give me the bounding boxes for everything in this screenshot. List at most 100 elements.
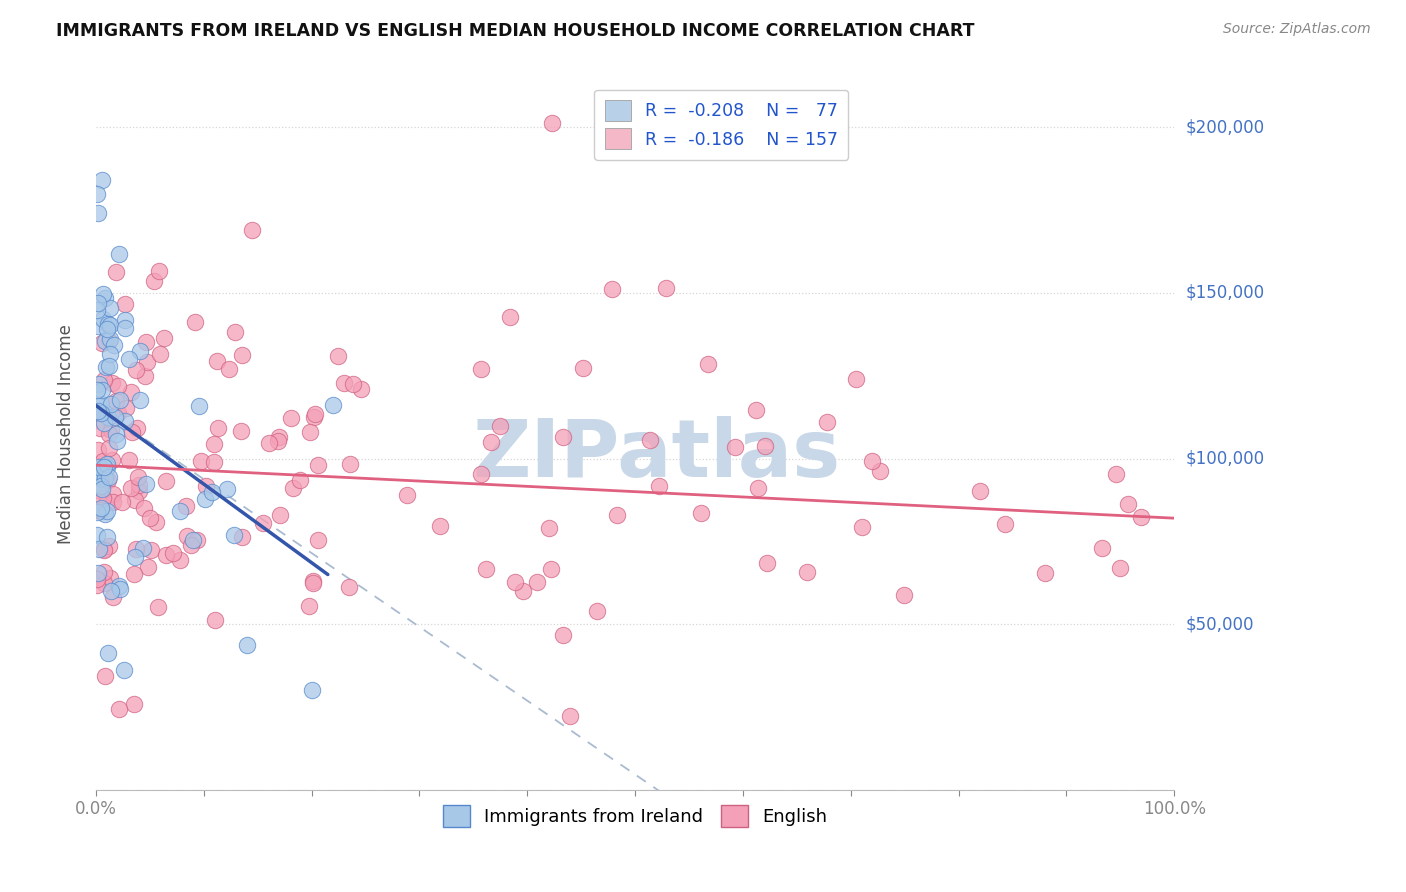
Point [114,414,136,428]
Legend: Immigrants from Ireland, English: Immigrants from Ireland, English [436,797,835,834]
Point [207,421,229,435]
Point [337,580,360,594]
Point [204,614,226,628]
Point [266,434,288,448]
Point [267,429,290,443]
Point [231,348,253,362]
Point [1033,566,1056,580]
Point [89,503,111,517]
Point [1105,467,1128,482]
Text: $200,000: $200,000 [1185,118,1264,136]
Point [127,470,149,484]
Point [108,582,131,597]
Point [97,317,120,331]
Point [101,486,124,500]
Point [194,492,217,507]
Point [101,453,124,467]
Point [96,646,118,660]
Point [240,223,263,237]
Point [181,533,204,548]
Point [90,335,112,350]
Point [90,473,112,487]
Point [1130,510,1153,524]
Point [101,590,124,604]
Point [128,477,150,491]
Point [180,538,202,552]
Point [98,571,121,585]
Point [124,698,146,712]
Point [87,542,110,557]
Point [86,483,108,497]
Point [91,482,114,496]
Point [105,434,128,449]
Point [89,399,111,413]
Point [112,663,135,677]
Point [1090,541,1112,556]
Point [724,440,747,454]
Point [93,575,115,590]
Point [134,501,156,516]
Point [512,584,534,599]
Point [252,516,274,531]
Point [93,541,115,556]
Point [231,530,253,544]
Point [301,683,323,698]
Point [429,519,451,533]
Point [586,604,609,618]
Point [307,533,329,547]
Point [125,542,148,557]
Point [572,360,595,375]
Point [98,301,121,315]
Point [86,469,108,483]
Point [135,335,157,350]
Point [339,457,361,471]
Point [817,415,839,429]
Point [87,460,110,475]
Point [97,334,120,348]
Point [124,550,146,565]
Point [479,435,502,450]
Point [396,488,419,502]
Point [135,355,157,369]
Point [94,507,117,521]
Point [104,409,127,424]
Point [91,491,114,505]
Point [96,458,118,472]
Point [105,427,128,442]
Point [101,495,124,509]
Point [89,504,111,518]
Point [96,529,118,543]
Point [120,385,142,400]
Point [105,394,128,409]
Point [121,425,143,439]
Point [98,318,121,333]
Point [129,344,152,359]
Point [86,403,108,417]
Point [697,357,720,371]
Point [86,383,108,397]
Point [186,533,208,547]
Point [690,506,713,520]
Point [98,347,121,361]
Point [280,410,302,425]
Point [297,599,319,614]
Point [93,417,115,431]
Point [333,376,356,390]
Point [796,565,818,579]
Point [86,186,108,201]
Point [153,331,176,345]
Point [107,379,129,393]
Point [845,371,868,385]
Point [470,467,492,482]
Point [100,583,122,598]
Point [86,206,108,220]
Point [108,392,131,407]
Point [470,362,492,376]
Point [194,479,217,493]
Point [118,452,141,467]
Point [218,362,240,376]
Point [142,275,165,289]
Point [89,421,111,435]
Point [269,508,291,522]
Point [135,477,157,491]
